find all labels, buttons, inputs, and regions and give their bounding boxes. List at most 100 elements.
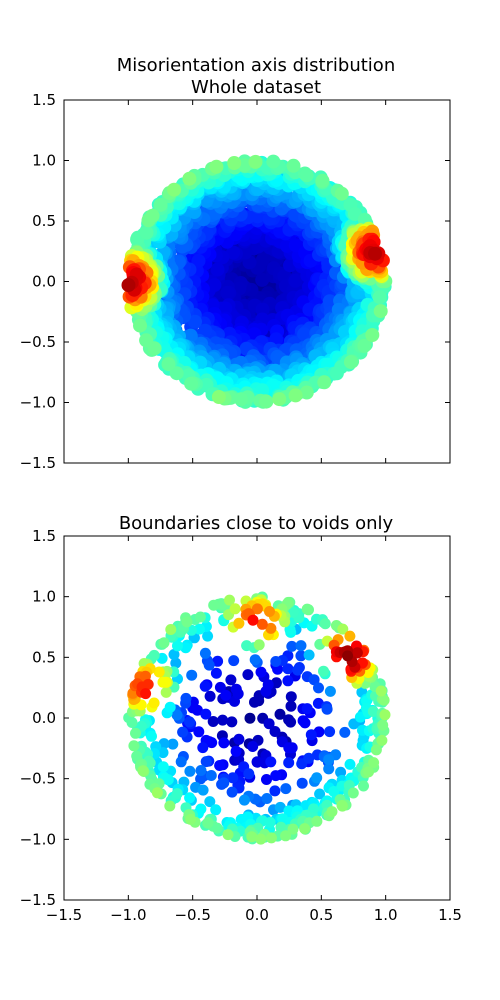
scatter-point xyxy=(230,745,242,757)
scatter-point xyxy=(158,738,170,750)
scatter-point xyxy=(186,669,198,681)
chart-top-y-axis: −1.5 −1.0 −0.5 0.0 0.5 1.0 1.5 xyxy=(20,91,450,472)
scatter-point xyxy=(226,786,238,798)
chart-top-subtitle: Whole dataset xyxy=(191,77,321,98)
scatter-point xyxy=(299,385,314,400)
scatter-point xyxy=(153,666,165,678)
scatter-point xyxy=(264,816,276,828)
scatter-point xyxy=(286,158,301,173)
scatter-point xyxy=(146,730,157,742)
chart-top: Misorientation axis distribution Whole d… xyxy=(20,55,451,472)
scatter-point xyxy=(321,703,333,715)
scatter-point xyxy=(272,392,287,407)
scatter-point xyxy=(288,388,303,403)
scatter-point xyxy=(210,804,222,816)
y-tick-label: −0.5 xyxy=(20,333,56,351)
scatter-point xyxy=(372,290,387,305)
scatter-point xyxy=(195,765,207,776)
scatter-point xyxy=(165,624,177,635)
scatter-point xyxy=(157,761,169,773)
scatter-point xyxy=(139,225,154,240)
y-tick-label: 1.0 xyxy=(32,588,56,606)
scatter-point xyxy=(218,737,230,749)
scatter-point xyxy=(331,302,346,317)
chart-bottom-points xyxy=(123,591,391,845)
chart-top-x-axis xyxy=(63,100,451,463)
x-tick-label: −1.5 xyxy=(46,906,82,924)
scatter-point xyxy=(373,304,388,319)
scatter-point xyxy=(285,700,297,712)
scatter-point xyxy=(180,692,192,704)
scatter-point xyxy=(211,390,226,404)
scatter-point xyxy=(363,766,374,778)
scatter-point xyxy=(180,642,192,654)
scatter-point xyxy=(261,774,272,785)
y-tick-label: 0.5 xyxy=(32,212,56,230)
scatter-point xyxy=(247,614,259,626)
scatter-point xyxy=(238,794,250,806)
scatter-point xyxy=(295,650,307,662)
scatter-point xyxy=(351,647,363,659)
chart-top-title: Misorientation axis distribution xyxy=(117,55,395,76)
scatter-point xyxy=(204,690,216,702)
scatter-point xyxy=(343,355,358,370)
scatter-point xyxy=(161,357,176,372)
scatter-point xyxy=(139,333,154,348)
scatter-point xyxy=(203,659,215,671)
scatter-point xyxy=(337,623,349,635)
scatter-point xyxy=(303,649,315,661)
scatter-point xyxy=(282,675,294,687)
scatter-point xyxy=(377,719,389,731)
scatter-point xyxy=(182,171,197,186)
scatter-point xyxy=(348,718,360,730)
chart-bottom: Boundaries close to voids only −1.5−1.0−… xyxy=(20,513,462,924)
scatter-point xyxy=(244,712,256,724)
scatter-point xyxy=(264,606,275,617)
scatter-point xyxy=(314,788,326,800)
scatter-point xyxy=(270,770,282,782)
x-tick-label: −0.5 xyxy=(174,906,210,924)
scatter-point xyxy=(287,823,299,835)
scatter-point xyxy=(368,246,382,261)
scatter-point xyxy=(285,691,297,703)
scatter-point xyxy=(184,792,196,804)
scatter-point xyxy=(334,186,349,201)
y-tick-label: 1.5 xyxy=(32,527,56,545)
scatter-point xyxy=(224,594,235,606)
scatter-point xyxy=(164,800,176,812)
scatter-point xyxy=(261,793,273,804)
scatter-point xyxy=(207,716,219,727)
scatter-point xyxy=(200,756,212,768)
scatter-point xyxy=(130,727,141,739)
scatter-point xyxy=(246,831,258,843)
scatter-point xyxy=(191,704,203,716)
scatter-point xyxy=(296,777,308,789)
scatter-point xyxy=(210,262,225,277)
scatter-point xyxy=(344,630,356,642)
scatter-point xyxy=(137,765,149,777)
scatter-point xyxy=(171,709,183,721)
chart-bottom-y-axis: −1.5 −1.0 −0.5 0.0 0.5 1.0 1.5 xyxy=(20,527,450,909)
scatter-point xyxy=(185,813,197,825)
scatter-point xyxy=(266,154,281,169)
scatter-point xyxy=(249,654,261,666)
scatter-point xyxy=(357,338,372,353)
y-tick-label: 0.5 xyxy=(32,648,56,666)
scatter-point xyxy=(308,674,320,686)
scatter-point xyxy=(311,815,323,827)
scatter-point xyxy=(131,750,143,762)
scatter-point xyxy=(128,740,140,752)
scatter-point xyxy=(167,182,182,197)
scatter-point xyxy=(168,649,180,660)
scatter-point xyxy=(233,617,245,629)
scatter-point xyxy=(280,830,292,842)
scatter-point xyxy=(218,777,230,789)
scatter-point xyxy=(226,245,241,260)
scatter-point xyxy=(265,622,277,634)
scatter-point xyxy=(324,685,336,697)
scatter-point xyxy=(164,701,176,713)
scatter-point xyxy=(181,616,193,628)
scatter-point xyxy=(194,611,206,623)
scatter-point xyxy=(171,788,183,800)
y-tick-label: −1.5 xyxy=(20,891,56,909)
